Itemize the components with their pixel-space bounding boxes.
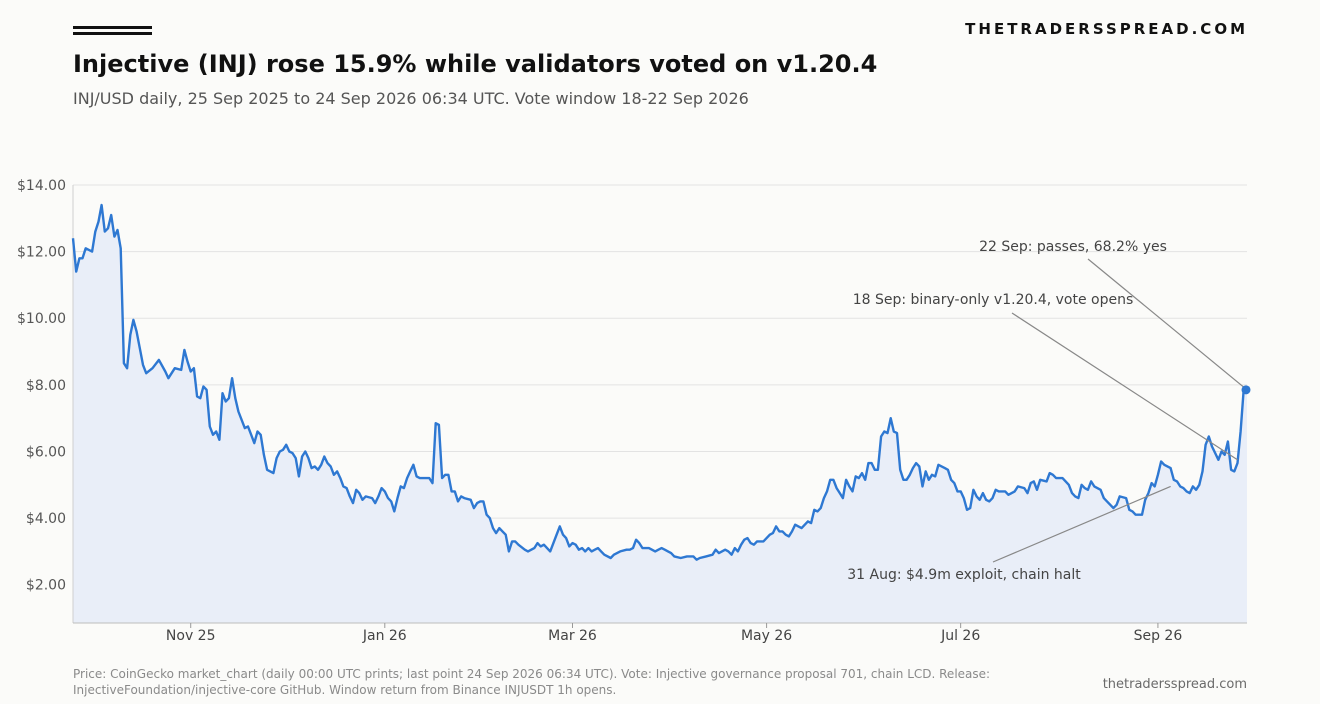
brand-wordmark: THETRADERSSPREAD.COM [965,20,1248,38]
x-tick-label: Jul 26 [940,628,980,644]
annotation-leader [992,485,1171,563]
annotation-label: 18 Sep: binary-only v1.20.4, vote opens [853,292,1134,308]
chart-title: Injective (INJ) rose 15.9% while validat… [73,50,878,78]
price-area [73,205,1247,623]
x-tick-label: May 26 [741,628,792,644]
annotation-leader [1087,258,1248,391]
y-tick-label: $8.00 [26,378,66,394]
x-tick-label: Nov 25 [166,628,216,644]
y-tick-label: $2.00 [26,578,66,594]
x-tick-label: Jan 26 [362,628,407,644]
y-tick-label: $10.00 [17,311,66,327]
y-tick-label: $4.00 [26,511,66,527]
annotation-label: 31 Aug: $4.9m exploit, chain halt [847,567,1081,583]
annotation-label: 22 Sep: passes, 68.2% yes [979,239,1167,255]
x-tick-label: Sep 26 [1134,628,1183,644]
annotation-leader [1011,312,1238,461]
chart-subtitle: INJ/USD daily, 25 Sep 2025 to 24 Sep 202… [73,89,749,108]
x-tick-label: Mar 26 [548,628,597,644]
source-note: Price: CoinGecko market_chart (daily 00:… [73,667,991,697]
header-rule [73,26,152,36]
footer-site: thetradersspread.com [1102,677,1247,692]
y-tick-label: $12.00 [17,245,66,261]
last-price-marker [1241,385,1251,395]
price-line [71,203,1248,561]
y-tick-label: $14.00 [17,178,66,194]
y-tick-label: $6.00 [26,444,66,460]
